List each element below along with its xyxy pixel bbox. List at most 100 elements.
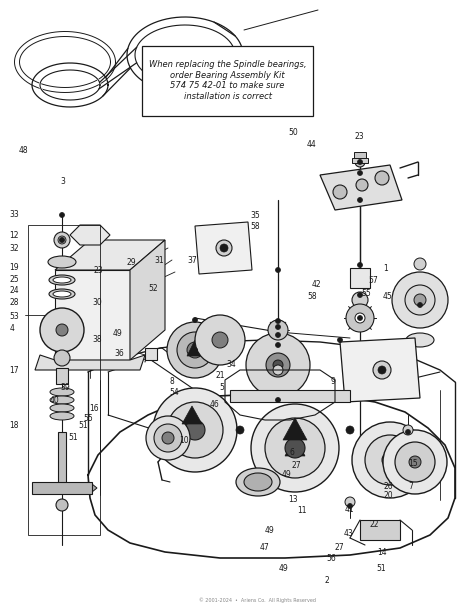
Circle shape xyxy=(185,420,205,440)
Circle shape xyxy=(212,332,228,348)
Circle shape xyxy=(355,157,365,167)
Text: When replacing the Spindle bearings,
order Bearing Assembly Kit
574 75 42-01 to : When replacing the Spindle bearings, ord… xyxy=(149,60,306,101)
Text: 45: 45 xyxy=(383,292,393,301)
Text: 27: 27 xyxy=(292,461,301,469)
Bar xyxy=(58,432,66,487)
Circle shape xyxy=(378,366,386,374)
Text: 17: 17 xyxy=(9,367,19,375)
Text: 37: 37 xyxy=(187,256,197,264)
Text: 11: 11 xyxy=(298,506,307,515)
Circle shape xyxy=(275,325,281,330)
Circle shape xyxy=(352,292,368,308)
Circle shape xyxy=(418,303,422,308)
Circle shape xyxy=(192,348,198,353)
Circle shape xyxy=(346,426,354,434)
Text: 21: 21 xyxy=(216,371,225,380)
Circle shape xyxy=(58,236,66,244)
Circle shape xyxy=(357,198,363,202)
Circle shape xyxy=(146,416,190,460)
Text: 21: 21 xyxy=(296,434,306,442)
Text: 42: 42 xyxy=(312,280,321,289)
Ellipse shape xyxy=(406,333,434,347)
Circle shape xyxy=(54,350,70,366)
Text: 49: 49 xyxy=(282,470,292,478)
Circle shape xyxy=(414,258,426,270)
Text: © 2001-2024  •  Ariens Co.  All Rights Reserved: © 2001-2024 • Ariens Co. All Rights Rese… xyxy=(157,597,317,603)
Circle shape xyxy=(271,320,285,334)
Text: 55: 55 xyxy=(83,414,93,423)
Circle shape xyxy=(187,342,203,358)
Text: 57: 57 xyxy=(369,277,379,285)
Circle shape xyxy=(405,285,435,315)
Polygon shape xyxy=(320,165,402,210)
Text: 58: 58 xyxy=(307,292,317,301)
Text: 23: 23 xyxy=(94,266,103,275)
Circle shape xyxy=(275,398,281,402)
Ellipse shape xyxy=(49,275,75,285)
Bar xyxy=(56,368,68,384)
Circle shape xyxy=(236,426,244,434)
Circle shape xyxy=(357,292,363,297)
Circle shape xyxy=(375,171,389,185)
Circle shape xyxy=(352,422,428,498)
Polygon shape xyxy=(35,355,145,370)
Circle shape xyxy=(273,365,283,375)
Text: 48: 48 xyxy=(19,147,28,155)
Circle shape xyxy=(403,425,413,435)
Circle shape xyxy=(392,272,448,328)
Polygon shape xyxy=(187,340,203,356)
Circle shape xyxy=(356,179,368,191)
Ellipse shape xyxy=(49,289,75,299)
Polygon shape xyxy=(55,270,130,360)
Circle shape xyxy=(268,320,288,340)
Text: 56: 56 xyxy=(326,554,336,562)
Text: 41: 41 xyxy=(345,505,355,514)
Circle shape xyxy=(395,442,435,482)
Text: 43: 43 xyxy=(344,530,354,538)
Polygon shape xyxy=(55,240,165,270)
Text: 25: 25 xyxy=(9,275,19,284)
Circle shape xyxy=(195,315,245,365)
Text: 39: 39 xyxy=(60,384,70,392)
Text: 7: 7 xyxy=(409,482,413,491)
Circle shape xyxy=(333,185,347,199)
Text: 29: 29 xyxy=(127,258,137,267)
Circle shape xyxy=(346,304,374,332)
Circle shape xyxy=(414,294,426,306)
Bar xyxy=(360,520,400,540)
Text: 47: 47 xyxy=(259,543,269,551)
Text: 15: 15 xyxy=(409,459,418,468)
Text: 18: 18 xyxy=(9,421,19,430)
Circle shape xyxy=(357,316,363,320)
Ellipse shape xyxy=(50,396,74,404)
Polygon shape xyxy=(283,418,307,440)
Bar xyxy=(145,348,157,360)
Circle shape xyxy=(357,170,363,176)
Bar xyxy=(230,390,350,402)
Ellipse shape xyxy=(53,291,71,297)
Polygon shape xyxy=(70,225,110,245)
Polygon shape xyxy=(130,240,165,360)
Text: 16: 16 xyxy=(89,404,99,413)
Circle shape xyxy=(56,499,68,511)
Ellipse shape xyxy=(50,388,74,396)
Text: 2: 2 xyxy=(325,576,329,585)
Circle shape xyxy=(56,324,68,336)
Circle shape xyxy=(266,353,290,377)
Circle shape xyxy=(275,324,281,330)
Text: 10: 10 xyxy=(179,437,189,445)
Ellipse shape xyxy=(236,468,280,496)
Circle shape xyxy=(409,456,421,468)
Text: 35: 35 xyxy=(250,212,260,220)
Circle shape xyxy=(275,319,281,323)
Circle shape xyxy=(153,388,237,472)
Bar xyxy=(352,158,368,163)
Text: 51: 51 xyxy=(377,564,386,573)
Circle shape xyxy=(373,361,391,379)
Circle shape xyxy=(405,429,410,435)
Bar xyxy=(28,225,100,535)
Circle shape xyxy=(347,503,353,508)
Text: 50: 50 xyxy=(288,128,298,137)
Circle shape xyxy=(275,268,281,272)
Circle shape xyxy=(220,244,228,252)
